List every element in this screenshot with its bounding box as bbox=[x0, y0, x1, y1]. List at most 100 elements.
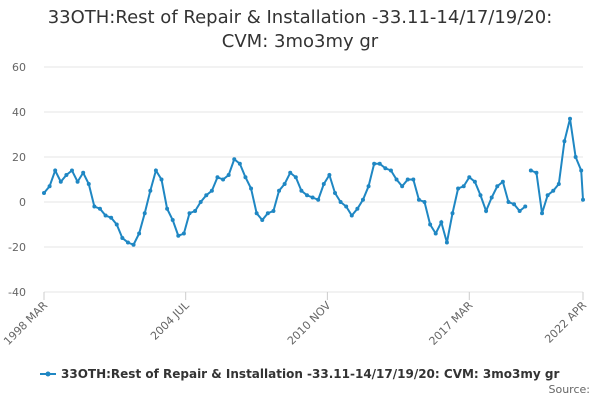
data-point bbox=[193, 209, 198, 213]
data-point bbox=[540, 211, 545, 216]
data-point bbox=[338, 200, 343, 204]
data-point bbox=[64, 173, 69, 177]
data-point bbox=[209, 188, 214, 193]
data-point bbox=[439, 220, 444, 225]
data-point bbox=[484, 209, 489, 213]
source: Source: bbox=[549, 383, 591, 396]
data-point bbox=[232, 157, 237, 162]
data-point bbox=[377, 161, 382, 166]
data-point bbox=[103, 213, 108, 218]
data-point bbox=[148, 188, 153, 193]
data-point bbox=[176, 233, 181, 238]
data-point bbox=[305, 193, 310, 198]
data-point bbox=[181, 231, 186, 236]
data-point bbox=[271, 209, 276, 213]
data-point bbox=[243, 175, 248, 180]
data-point bbox=[512, 202, 517, 207]
data-point bbox=[153, 168, 158, 173]
data-point bbox=[433, 231, 438, 236]
series-line bbox=[530, 118, 584, 214]
data-point bbox=[405, 177, 410, 182]
data-point bbox=[75, 179, 80, 184]
data-point bbox=[265, 211, 270, 216]
data-point bbox=[282, 182, 287, 186]
x-tick-label: 1998 MAR bbox=[1, 299, 50, 348]
x-tick-label: 2010 NOV bbox=[285, 299, 334, 348]
legend-marker bbox=[45, 371, 51, 377]
data-point bbox=[277, 188, 282, 193]
data-point bbox=[260, 218, 265, 222]
y-tick-label: 20 bbox=[12, 151, 26, 164]
data-point bbox=[416, 197, 421, 202]
data-point bbox=[400, 184, 405, 189]
data-point bbox=[86, 182, 91, 186]
data-point bbox=[388, 168, 393, 173]
data-point bbox=[372, 161, 377, 166]
x-tick-label: 2017 MAR bbox=[427, 299, 476, 348]
y-tick-label: 60 bbox=[12, 61, 26, 74]
data-point bbox=[165, 206, 170, 211]
data-point bbox=[383, 166, 388, 171]
y-tick-label: 40 bbox=[12, 106, 26, 119]
data-point bbox=[109, 215, 114, 220]
chart-title: 33OTH:Rest of Repair & Installation -33.… bbox=[47, 7, 553, 52]
data-point bbox=[159, 177, 164, 182]
data-point bbox=[562, 139, 567, 144]
data-point bbox=[332, 191, 337, 195]
data-point bbox=[226, 173, 231, 177]
data-point bbox=[581, 197, 585, 202]
data-point bbox=[299, 188, 304, 193]
data-point bbox=[114, 222, 119, 227]
data-point bbox=[316, 197, 321, 202]
data-point bbox=[394, 177, 399, 182]
data-point bbox=[237, 161, 242, 166]
data-point bbox=[137, 231, 142, 236]
data-point bbox=[254, 211, 259, 216]
data-point bbox=[495, 184, 500, 189]
y-tick-label: -40 bbox=[8, 286, 26, 299]
data-point bbox=[120, 236, 125, 240]
data-point bbox=[125, 240, 130, 245]
data-point bbox=[556, 182, 561, 186]
data-point bbox=[142, 211, 147, 216]
data-point bbox=[456, 186, 461, 191]
data-point bbox=[47, 184, 52, 189]
data-point bbox=[411, 177, 416, 182]
data-point bbox=[53, 168, 58, 173]
data-point bbox=[461, 184, 466, 189]
data-point bbox=[517, 209, 522, 213]
data-point bbox=[472, 179, 477, 184]
data-point bbox=[81, 170, 86, 175]
data-point bbox=[344, 204, 349, 209]
x-tick-label: 2022 APR bbox=[542, 299, 589, 346]
data-point bbox=[293, 175, 298, 180]
data-point bbox=[249, 186, 254, 191]
data-point bbox=[58, 179, 63, 184]
data-point bbox=[551, 188, 556, 193]
data-point bbox=[198, 200, 203, 204]
x-tick-label: 2004 JUL bbox=[148, 298, 192, 342]
data-point bbox=[69, 168, 74, 173]
data-point bbox=[366, 184, 371, 189]
data-point bbox=[450, 211, 455, 216]
data-point bbox=[573, 155, 578, 159]
data-point bbox=[422, 200, 427, 204]
data-point bbox=[310, 195, 315, 200]
data-point bbox=[321, 182, 326, 186]
data-point bbox=[349, 213, 354, 218]
data-point bbox=[170, 218, 175, 222]
data-point bbox=[327, 173, 332, 177]
data-point bbox=[568, 116, 573, 121]
data-point bbox=[534, 170, 539, 175]
data-point bbox=[355, 206, 360, 211]
data-point bbox=[204, 193, 209, 198]
data-point bbox=[467, 175, 472, 180]
data-point bbox=[187, 211, 192, 216]
data-point bbox=[579, 168, 584, 173]
data-point bbox=[92, 204, 97, 209]
data-point bbox=[42, 191, 46, 195]
data-point bbox=[500, 179, 505, 184]
data-point bbox=[523, 204, 528, 209]
